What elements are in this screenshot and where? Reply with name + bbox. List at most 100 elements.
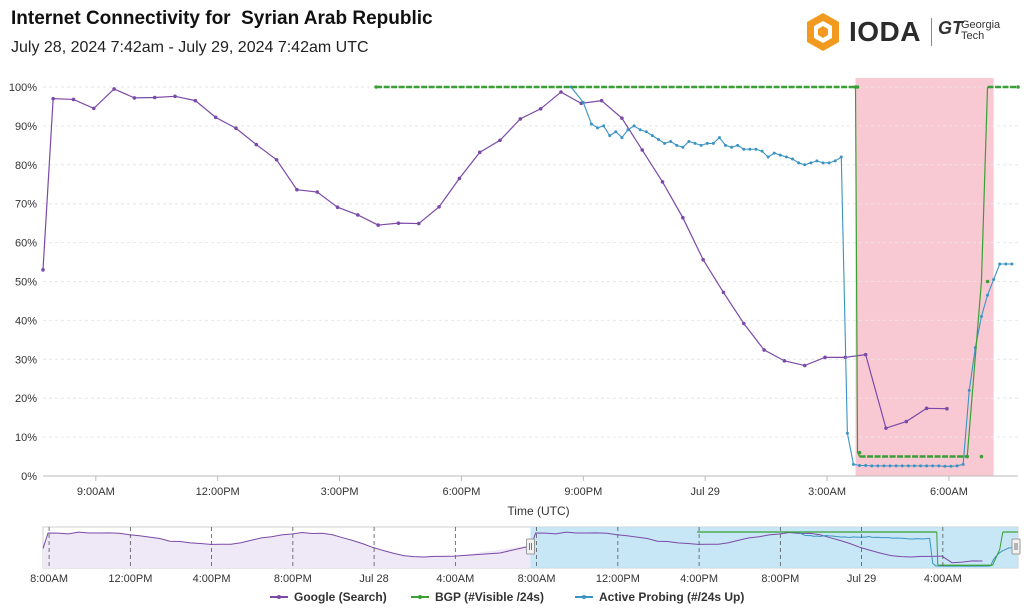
- x-tick-label: 3:00PM: [321, 486, 359, 498]
- data-point-probing: [851, 462, 855, 466]
- y-tick-label: 20%: [15, 393, 37, 405]
- legend-label-google: Google (Search): [294, 590, 387, 604]
- data-point-probing: [766, 155, 770, 159]
- data-point-google: [457, 176, 462, 181]
- data-point-google: [477, 150, 482, 155]
- data-point-google: [315, 190, 320, 194]
- data-point-probing: [803, 163, 807, 167]
- y-tick-label: 0%: [21, 471, 37, 483]
- data-point-google: [437, 205, 441, 209]
- data-point-probing: [736, 143, 740, 147]
- data-point-probing: [791, 157, 795, 161]
- data-point-probing: [986, 293, 990, 297]
- data-point-probing: [925, 464, 929, 468]
- data-point-google: [376, 223, 380, 227]
- outage-band: [855, 78, 994, 476]
- series-transition-bgp: [966, 86, 989, 457]
- y-tick-label: 50%: [15, 277, 37, 289]
- x-tick-label: 6:00PM: [442, 486, 480, 498]
- data-point-probing: [912, 464, 916, 468]
- data-point-probing: [614, 130, 618, 134]
- y-tick-label: 70%: [15, 199, 37, 211]
- data-point-bgp: [985, 279, 990, 284]
- data-point-google: [701, 257, 705, 262]
- ioda-wordmark: IODA: [849, 16, 921, 47]
- data-point-probing: [894, 464, 898, 468]
- data-point-google: [254, 142, 259, 147]
- data-point-google: [741, 321, 746, 326]
- data-point-probing: [839, 155, 843, 159]
- data-point-google: [335, 205, 340, 210]
- data-point-bgp: [857, 450, 862, 455]
- data-point-probing: [937, 464, 941, 468]
- data-point-probing: [882, 464, 886, 468]
- data-point-google: [904, 419, 909, 424]
- navigator-tick-label: 12:00PM: [596, 573, 640, 585]
- data-point-google: [762, 348, 766, 352]
- navigator-tick-label: 12:00PM: [108, 573, 152, 585]
- data-point-google: [41, 268, 45, 272]
- navigator-handle-right[interactable]: [1011, 538, 1021, 555]
- data-point-google: [924, 406, 929, 411]
- data-point-probing: [754, 147, 758, 151]
- data-point-probing: [742, 147, 746, 151]
- data-point-probing: [711, 141, 715, 145]
- navigator-line-bgp-transition: [936, 531, 939, 566]
- data-point-probing: [797, 161, 801, 165]
- series-line-google: [42, 88, 866, 367]
- data-point-google: [721, 290, 726, 295]
- data-point-probing: [876, 464, 880, 468]
- legend-label-bgp: BGP (#Visible /24s): [435, 590, 544, 604]
- y-tick-label: 100%: [9, 82, 37, 94]
- data-point-probing: [784, 155, 788, 159]
- y-tick-label: 30%: [15, 354, 37, 366]
- data-point-probing: [638, 128, 642, 132]
- data-point-probing: [888, 464, 892, 468]
- navigator-line-google-prev: [42, 531, 531, 558]
- data-point-google: [620, 116, 624, 120]
- data-point-probing: [620, 136, 624, 140]
- series-transition-bgp: [854, 86, 861, 457]
- ioda-hexagon-icon: [807, 13, 839, 51]
- navigator-tick-label: 4:00AM: [436, 573, 474, 585]
- data-point-google: [132, 96, 137, 100]
- data-point-google: [782, 359, 787, 363]
- y-tick-label: 40%: [15, 315, 37, 327]
- legend-label-probing: Active Probing (#/24s Up): [599, 590, 745, 604]
- data-point-probing: [1010, 262, 1014, 266]
- data-point-probing: [778, 153, 782, 157]
- handle-body: [526, 538, 535, 555]
- data-point-google: [518, 117, 523, 121]
- navigator-tick-label: 4:00AM: [924, 573, 962, 585]
- handle-body: [1011, 538, 1021, 555]
- navigator-line-probing: [794, 531, 1015, 567]
- data-point-google: [51, 96, 55, 101]
- data-point-google: [234, 126, 238, 131]
- data-point-probing: [699, 143, 703, 147]
- data-point-probing: [656, 138, 660, 142]
- data-point-probing: [705, 141, 709, 145]
- data-point-google: [152, 95, 157, 100]
- data-point-probing: [730, 145, 734, 149]
- data-point-probing: [979, 315, 983, 319]
- data-point-google: [802, 363, 807, 368]
- data-point-google: [274, 157, 279, 162]
- x-axis-label: Time (UTC): [507, 504, 569, 518]
- data-point-probing: [669, 139, 673, 143]
- navigator-handle-left[interactable]: [526, 538, 535, 555]
- x-tick-label: 3:00AM: [808, 486, 846, 498]
- data-point-probing: [748, 147, 752, 151]
- data-point-probing: [724, 143, 727, 147]
- time-range-subtitle: July 28, 2024 7:42am - July 29, 2024 7:4…: [11, 39, 369, 56]
- x-tick-label: 12:00PM: [196, 486, 240, 498]
- y-tick-label: 90%: [15, 121, 37, 133]
- data-point-probing: [906, 464, 910, 468]
- data-point-probing: [845, 431, 849, 435]
- navigator-tick-label: 8:00AM: [518, 573, 556, 585]
- ioda-gt-logo[interactable]: IODA GT Georgia Tech: [805, 10, 1015, 54]
- legend-line-bgp: [411, 595, 429, 599]
- data-point-probing: [681, 145, 685, 149]
- gt-line2: Tech: [961, 30, 985, 42]
- data-point-probing: [815, 159, 819, 163]
